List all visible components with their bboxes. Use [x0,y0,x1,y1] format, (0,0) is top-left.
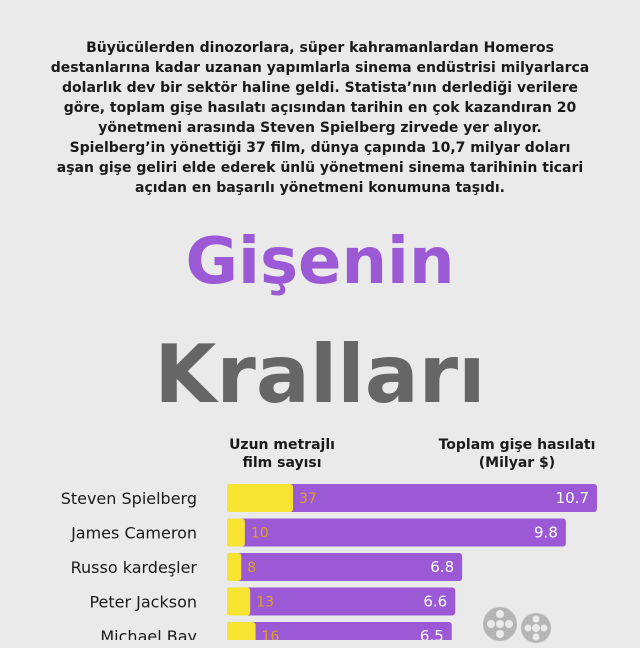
intro-text: Büyücülerden dinozorlara, süper kahraman… [50,40,590,196]
category-label: Steven Spielberg [61,489,197,508]
gross-value-label: 6.8 [430,558,454,576]
category-label: Michael Bay [100,627,197,640]
gross-bar [227,622,452,640]
films-value-label: 10 [251,526,269,542]
title-line-2: Kralları [154,328,486,421]
films-column-header: Uzun metrajlı film sayısı [229,437,335,471]
gross-bar [227,553,463,581]
gross-value-label: 6.5 [420,627,444,640]
films-value-label: 8 [247,560,256,576]
gross-bar [227,518,566,547]
category-label: Russo kardeşler [71,558,198,577]
films-value-label: 13 [256,595,274,611]
title-line-1: Gişenin [185,225,455,299]
films-bar [227,622,256,640]
category-label: James Cameron [70,524,197,543]
films-value-label: 37 [299,491,317,507]
films-value-label: 16 [262,629,280,640]
gross-column-header: Toplam gişe hasılatı (Milyar $) [438,437,596,471]
gross-value-label: 10.7 [556,489,589,507]
films-bar [227,518,245,547]
gross-value-label: 9.8 [534,524,558,542]
films-bar [227,553,242,581]
gross-bar [227,587,456,616]
category-label: Peter Jackson [89,593,197,612]
gross-value-label: 6.6 [423,593,447,611]
films-bar [227,587,251,616]
film-reel-icon [483,607,551,643]
films-bar [227,484,293,512]
gross-bar [227,484,597,512]
